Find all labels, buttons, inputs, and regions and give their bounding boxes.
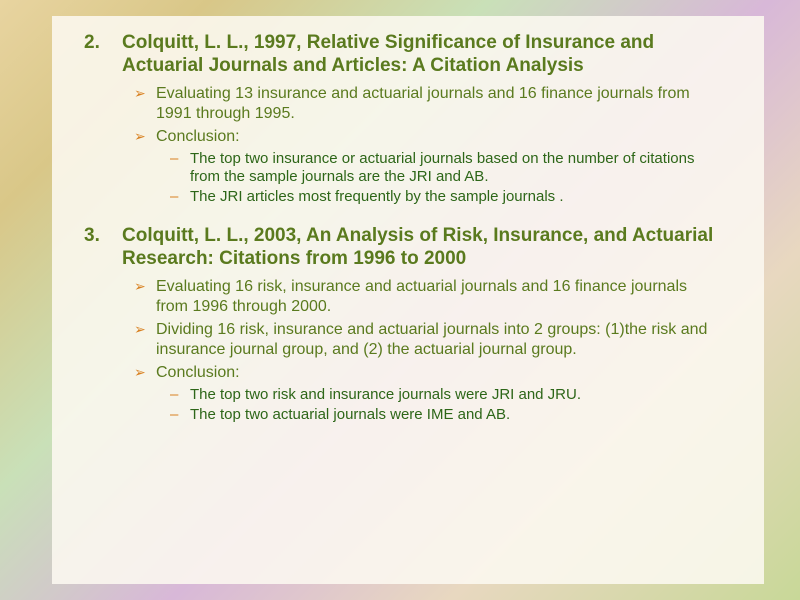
item-number: 3.: [84, 225, 122, 248]
item-title: Colquitt, L. L., 2003, An Analysis of Ri…: [122, 225, 722, 271]
bullet-list: ➢Evaluating 13 insurance and actuarial j…: [84, 84, 722, 207]
sub-text: The top two insurance or actuarial journ…: [190, 150, 722, 187]
bullet-list: ➢Evaluating 16 risk, insurance and actua…: [84, 277, 722, 426]
slide-content: 2.Colquitt, L. L., 1997, Relative Signif…: [52, 16, 764, 584]
sub-list: –The top two insurance or actuarial jour…: [134, 150, 722, 207]
sub-text: The top two risk and insurance journals …: [190, 386, 722, 404]
numbered-item: 2.Colquitt, L. L., 1997, Relative Signif…: [84, 32, 722, 207]
bullet-item: ➢Conclusion:: [134, 127, 722, 147]
sub-item: –The JRI articles most frequently by the…: [170, 188, 722, 207]
bullet-item: ➢Evaluating 16 risk, insurance and actua…: [134, 277, 722, 317]
chevron-right-icon: ➢: [134, 320, 156, 338]
item-number: 2.: [84, 32, 122, 55]
sub-item: –The top two actuarial journals were IME…: [170, 406, 722, 425]
bullet-text: Dividing 16 risk, insurance and actuaria…: [156, 320, 722, 360]
chevron-right-icon: ➢: [134, 84, 156, 102]
sub-list: –The top two risk and insurance journals…: [134, 386, 722, 426]
bullet-text: Conclusion:: [156, 127, 722, 147]
sub-text: The top two actuarial journals were IME …: [190, 406, 722, 424]
chevron-right-icon: ➢: [134, 277, 156, 295]
dash-icon: –: [170, 188, 190, 207]
chevron-right-icon: ➢: [134, 363, 156, 381]
sub-item: –The top two insurance or actuarial jour…: [170, 150, 722, 187]
sub-item: –The top two risk and insurance journals…: [170, 386, 722, 405]
bullet-item: ➢Conclusion:: [134, 363, 722, 383]
item-title: Colquitt, L. L., 1997, Relative Signific…: [122, 32, 722, 78]
item-header: 2.Colquitt, L. L., 1997, Relative Signif…: [84, 32, 722, 78]
sub-text: The JRI articles most frequently by the …: [190, 188, 722, 206]
dash-icon: –: [170, 386, 190, 405]
dash-icon: –: [170, 406, 190, 425]
dash-icon: –: [170, 150, 190, 169]
bullet-text: Evaluating 13 insurance and actuarial jo…: [156, 84, 722, 124]
chevron-right-icon: ➢: [134, 127, 156, 145]
bullet-item: ➢Dividing 16 risk, insurance and actuari…: [134, 320, 722, 360]
item-header: 3.Colquitt, L. L., 2003, An Analysis of …: [84, 225, 722, 271]
bullet-text: Conclusion:: [156, 363, 722, 383]
numbered-item: 3.Colquitt, L. L., 2003, An Analysis of …: [84, 225, 722, 425]
bullet-text: Evaluating 16 risk, insurance and actuar…: [156, 277, 722, 317]
bullet-item: ➢Evaluating 13 insurance and actuarial j…: [134, 84, 722, 124]
